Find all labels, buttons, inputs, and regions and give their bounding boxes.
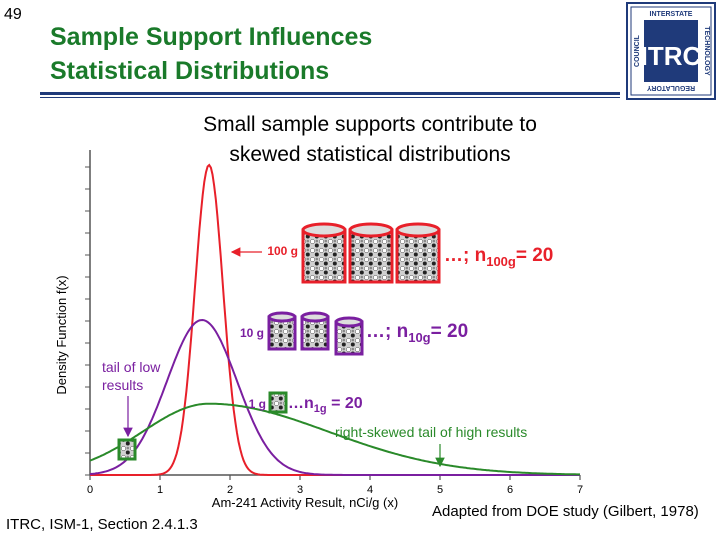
logo-right-text: TECHNOLOGY bbox=[703, 26, 710, 76]
x-tick-label: 4 bbox=[367, 484, 373, 496]
x-tick-label: 0 bbox=[87, 484, 93, 496]
x-tick-label: 2 bbox=[227, 484, 233, 496]
sample-10g-illustration bbox=[267, 311, 364, 356]
slide-subtitle: Small sample supports contribute to skew… bbox=[120, 110, 620, 170]
title-rule-thin bbox=[40, 97, 620, 98]
low-result-sample bbox=[117, 438, 137, 461]
itrc-logo: ITRC INTERSTATE REGULATORY COUNCIL TECHN… bbox=[626, 2, 716, 100]
y-axis-label: Density Function f(x) bbox=[54, 275, 69, 394]
source-citation: ITRC, ISM-1, Section 2.4.1.3 bbox=[6, 516, 198, 533]
x-tick-label: 7 bbox=[577, 484, 583, 496]
logo-top-text: INTERSTATE bbox=[650, 11, 693, 18]
logo-letters: ITRC bbox=[641, 41, 702, 71]
subtitle-line-2: skewed statistical distributions bbox=[229, 143, 511, 166]
density-curves bbox=[89, 163, 580, 476]
slide-title: Sample Support Influences Statistical Di… bbox=[50, 20, 570, 88]
n1-label: …n1g = 20 bbox=[288, 395, 363, 415]
slide-title-line-1: Sample Support Influences bbox=[50, 23, 373, 51]
n10-label: …; n10g= 20 bbox=[366, 321, 468, 345]
sample-100g-illustration bbox=[301, 222, 441, 284]
curve-10g bbox=[89, 318, 580, 476]
slide-number: 49 bbox=[4, 6, 22, 23]
x-tick-label: 5 bbox=[437, 484, 443, 496]
cylinder-10g-2 bbox=[300, 311, 330, 351]
label-1g: 1 g bbox=[249, 397, 266, 411]
n100-label: …; n100g= 20 bbox=[444, 245, 553, 269]
x-tick-label: 6 bbox=[507, 484, 513, 496]
cylinder-100g-2 bbox=[348, 222, 394, 284]
logo-bottom-text: REGULATORY bbox=[647, 84, 695, 91]
subtitle-line-1: Small sample supports contribute to bbox=[203, 113, 537, 136]
tail-high-label: right-skewed tail of high results bbox=[335, 424, 527, 440]
tail-low-line-1: tail of low bbox=[102, 359, 161, 375]
label-10g: 10 g bbox=[240, 326, 264, 340]
curve-1g bbox=[89, 402, 580, 476]
slide-title-line-2: Statistical Distributions bbox=[50, 57, 330, 85]
x-tick-label: 1 bbox=[157, 484, 163, 496]
cylinder-100g-3 bbox=[395, 222, 441, 284]
logo-left-text: COUNCIL bbox=[634, 34, 641, 67]
cylinder-10g-3 bbox=[334, 316, 364, 356]
density-chart: 0 1 2 3 4 5 6 7 Density Function f(x) Am-241 Ac… bbox=[54, 150, 583, 510]
tail-low-line-2: results bbox=[102, 377, 143, 393]
adaptation-note: Adapted from DOE study (Gilbert, 1978) bbox=[432, 503, 699, 520]
sample-1g-illustration bbox=[268, 391, 288, 414]
x-tick-label: 3 bbox=[297, 484, 303, 496]
y-axis-ticks bbox=[85, 166, 90, 476]
cylinder-10g-1 bbox=[267, 311, 297, 351]
cylinder-100g-1 bbox=[301, 222, 347, 284]
x-axis-ticks: 0 1 2 3 4 5 6 7 bbox=[87, 475, 583, 496]
label-100g: 100 g bbox=[267, 244, 298, 258]
x-axis-label: Am-241 Activity Result, nCi/g (x) bbox=[212, 495, 398, 510]
title-rule bbox=[40, 92, 620, 95]
